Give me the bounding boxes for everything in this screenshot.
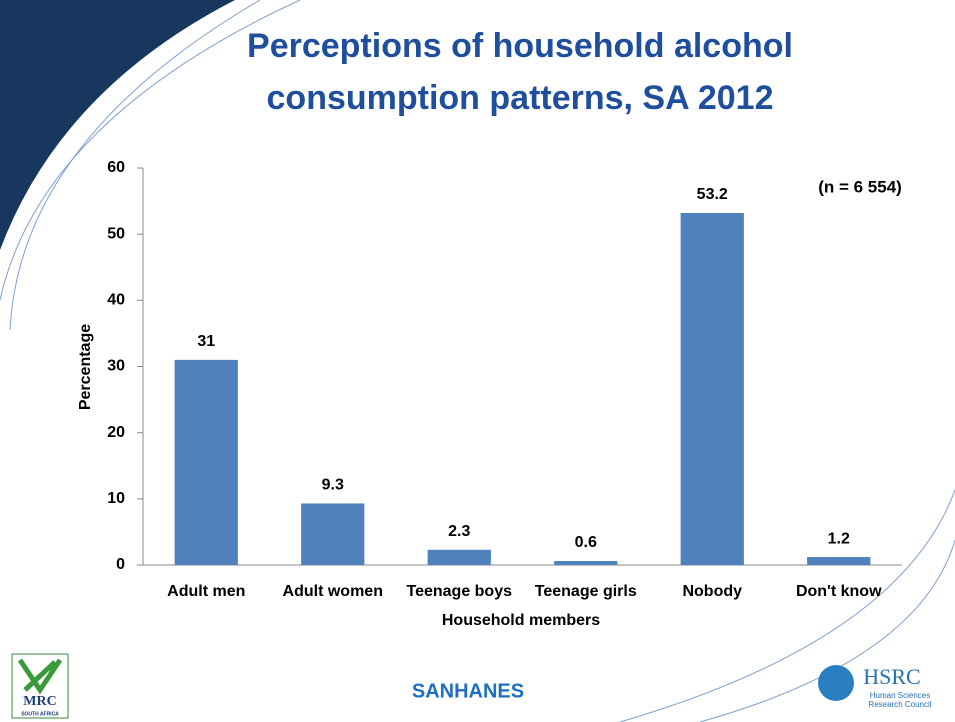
bar — [680, 212, 744, 565]
x-tick-label: Adult women — [283, 583, 383, 600]
bar — [427, 549, 491, 565]
y-tick-label: 40 — [107, 292, 125, 309]
chart-title: Perceptions of household alcohol — [247, 27, 793, 65]
logo-icon — [818, 665, 854, 701]
logo-text: SOUTH AFRICA — [21, 711, 59, 717]
y-tick-label: 0 — [116, 556, 125, 573]
data-label: 9.3 — [322, 477, 344, 494]
logo-icon — [17, 658, 63, 695]
data-label: 31 — [197, 333, 215, 350]
curve-decoration — [699, 539, 955, 722]
x-axis-label: Household members — [442, 612, 600, 629]
bar — [301, 503, 365, 565]
y-tick-label: 30 — [107, 358, 125, 375]
logo-text: HSRC — [863, 664, 920, 689]
curve-decoration — [619, 489, 955, 722]
corner-decoration — [0, 0, 235, 250]
data-label: 0.6 — [575, 534, 597, 551]
bar — [554, 561, 618, 565]
y-tick-label: 50 — [107, 225, 125, 242]
x-tick-label: Teenage girls — [535, 583, 637, 600]
data-label: 53.2 — [697, 186, 728, 203]
x-tick-label: Nobody — [682, 583, 742, 600]
footer: SANHANES — [412, 680, 524, 702]
data-label: 1.2 — [828, 530, 850, 547]
logo-text: Human Sciences — [870, 691, 930, 700]
y-axis-label: Percentage — [77, 324, 94, 410]
x-tick-label: Adult men — [167, 583, 245, 600]
x-tick-label: Teenage boys — [406, 583, 512, 600]
bar — [174, 359, 238, 565]
hsrc-logo: HSRC Human Sciences Research Council — [818, 664, 932, 709]
curve-decoration — [9, 0, 261, 331]
curve-decoration — [0, 0, 301, 301]
logo-text: MRC — [23, 694, 56, 709]
bar — [807, 557, 871, 565]
logo-text: Research Council — [868, 700, 931, 709]
x-tick-label: Don't know — [796, 583, 882, 600]
data-label: 2.3 — [448, 523, 470, 540]
chart-title: consumption patterns, SA 2012 — [267, 79, 774, 117]
y-tick-label: 60 — [107, 159, 125, 176]
y-tick-label: 20 — [107, 424, 125, 441]
y-tick-label: 10 — [107, 490, 125, 507]
annotation: (n = 6 554) — [818, 177, 902, 196]
mrc-logo: MRC SOUTH AFRICA — [11, 653, 69, 719]
